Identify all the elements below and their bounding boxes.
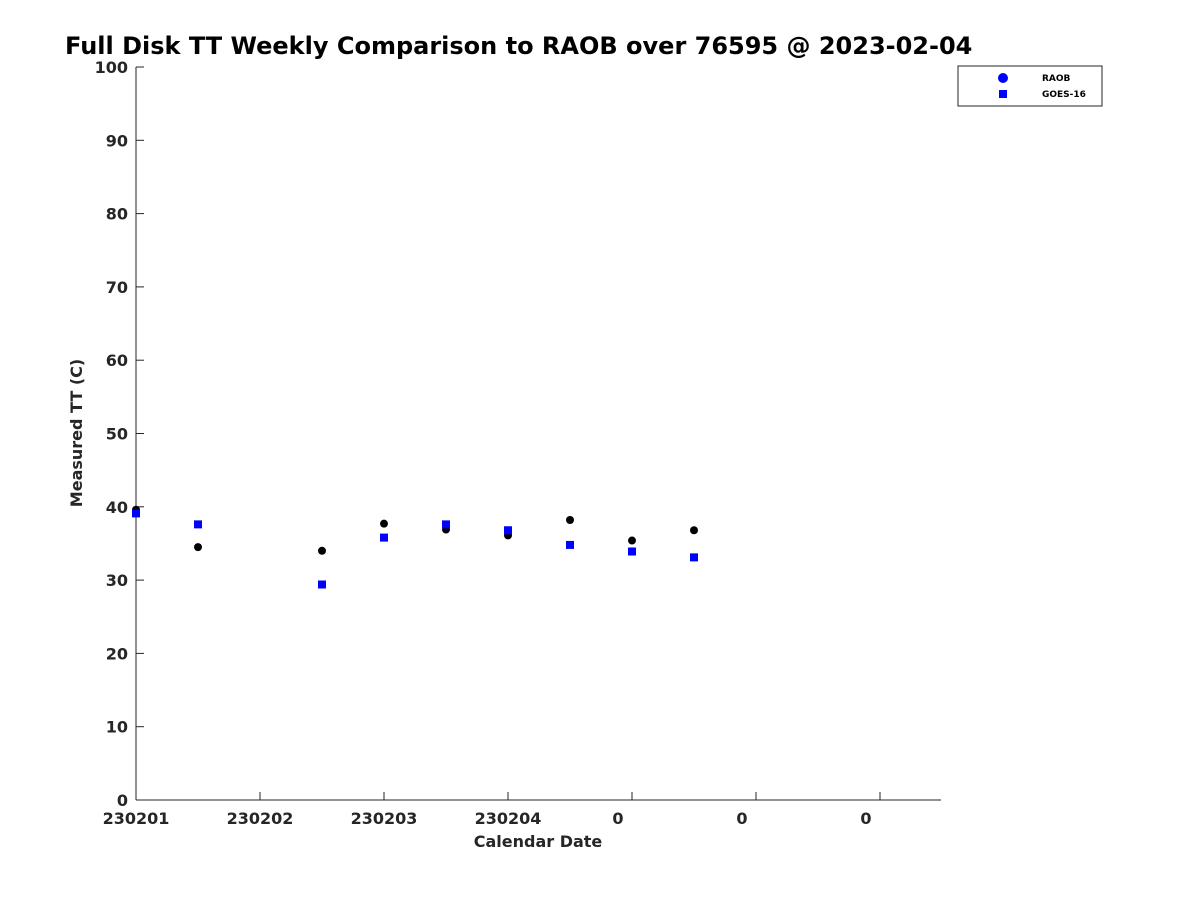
y-tick-label: 10 xyxy=(106,718,128,737)
x-tick-label: 230201 xyxy=(103,809,170,828)
x-axis-label: Calendar Date xyxy=(474,832,603,851)
goes16-point xyxy=(504,526,512,535)
goes16-point xyxy=(318,580,326,589)
raob-point xyxy=(194,543,202,552)
raob-point xyxy=(628,536,636,545)
legend-raob-marker xyxy=(998,73,1008,83)
raob-point xyxy=(318,546,326,555)
raob-point xyxy=(690,526,698,535)
legend-raob-label: RAOB xyxy=(1042,74,1071,84)
y-axis: 0 10 20 30 40 50 60 70 80 90 100 xyxy=(95,58,144,810)
data-points xyxy=(132,505,698,589)
x-tick-label: 0 xyxy=(736,809,747,828)
goes16-point xyxy=(132,509,140,518)
legend-box xyxy=(957,65,1103,107)
x-tick-label: 230204 xyxy=(475,809,542,828)
x-axis: 230201 230202 230203 230204 0 0 0 xyxy=(103,792,941,828)
y-tick-label: 100 xyxy=(95,58,128,77)
raob-point xyxy=(380,519,388,528)
y-tick-label: 90 xyxy=(106,131,128,150)
x-tick-label: 230202 xyxy=(227,809,294,828)
x-tick-label: 230203 xyxy=(351,809,418,828)
legend-goes16-label: GOES-16 xyxy=(1042,90,1086,100)
y-tick-label: 70 xyxy=(106,278,128,297)
chart-title: Full Disk TT Weekly Comparison to RAOB o… xyxy=(65,32,972,60)
y-tick-label: 20 xyxy=(106,644,128,663)
y-tick-label: 0 xyxy=(117,791,128,810)
goes16-point xyxy=(442,520,450,529)
goes16-point xyxy=(628,547,636,556)
goes16-point xyxy=(566,540,574,549)
legend-goes16-marker xyxy=(999,90,1007,98)
y-tick-label: 50 xyxy=(106,425,128,444)
goes16-point xyxy=(690,553,698,562)
x-tick-label: 0 xyxy=(612,809,623,828)
y-tick-label: 40 xyxy=(106,498,128,517)
goes16-point xyxy=(194,520,202,529)
goes16-point xyxy=(380,533,388,542)
y-tick-label: 30 xyxy=(106,571,128,590)
legend: RAOB GOES-16 xyxy=(957,65,1103,107)
y-tick-label: 60 xyxy=(106,351,128,370)
x-tick-label: 0 xyxy=(860,809,871,828)
y-tick-label: 80 xyxy=(106,205,128,224)
raob-point xyxy=(566,515,574,524)
y-axis-label: Measured TT (C) xyxy=(67,359,86,507)
